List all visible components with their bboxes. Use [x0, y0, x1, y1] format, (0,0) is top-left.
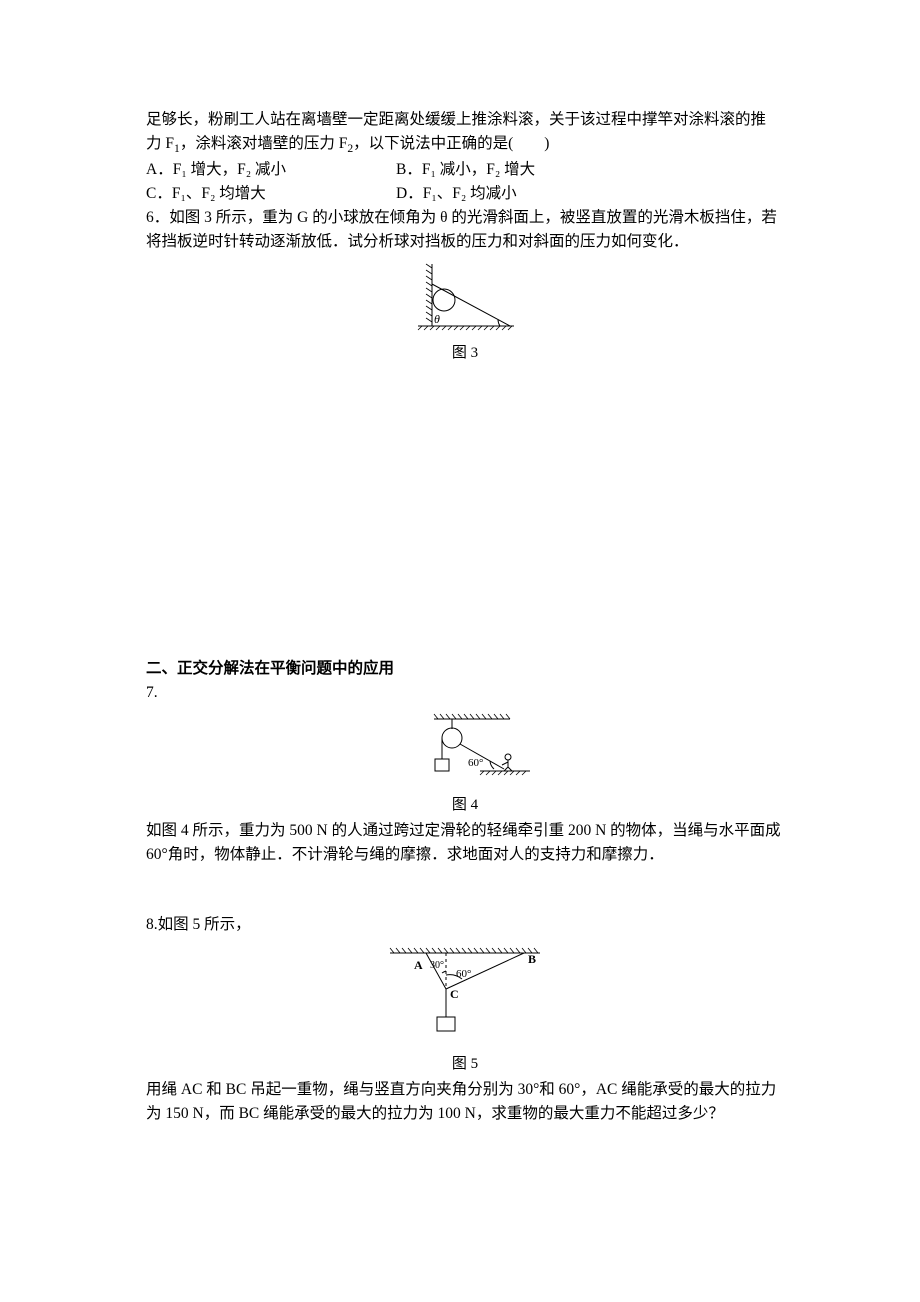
- svg-text:θ: θ: [434, 312, 440, 326]
- q5-opt-c: C．F₁、F₂ 均增大: [146, 182, 396, 206]
- q7-line2: 60°角时，物体静止．不计滑轮与绳的摩擦．求地面对人的支持力和摩擦力．: [146, 843, 784, 867]
- q6-figure: θ 图 3: [146, 260, 784, 365]
- svg-text:60°: 60°: [456, 968, 471, 980]
- q6-line1: 6．如图 3 所示，重为 G 的小球放在倾角为 θ 的光滑斜面上，被竖直放置的光…: [146, 206, 784, 230]
- q5-options-row1: A．F₁ 增大，F₂ 减小 B．F₁ 减小，F₂ 增大: [146, 158, 784, 182]
- q8-figure: A B C 30° 60° 图 5: [146, 943, 784, 1076]
- spacer-3: [146, 901, 784, 913]
- q7-text: 如图 4 所示，重力为 500 N 的人通过跨过定滑轮的轻绳牵引重 200 N …: [146, 819, 784, 867]
- svg-text:B: B: [528, 952, 536, 966]
- q8-line2: 为 150 N，而 BC 绳能承受的最大的拉力为 100 N，求重物的最大重力不…: [146, 1102, 784, 1126]
- svg-text:C: C: [450, 987, 459, 1001]
- q5-text: 足够长，粉刷工人站在离墙壁一定距离处缓缓上推涂料滚，关于该过程中撑竿对涂料滚的推…: [146, 108, 784, 158]
- fig5-caption: 图 5: [146, 1053, 784, 1076]
- section2-heading: 二、正交分解法在平衡问题中的应用: [146, 657, 784, 681]
- fig4-svg: 60°: [390, 711, 540, 783]
- q5-opt-d: D．F₁、F₂ 均减小: [396, 182, 696, 206]
- svg-text:60°: 60°: [468, 757, 483, 769]
- fig3-svg: θ: [410, 260, 520, 332]
- q7-line1: 如图 4 所示，重力为 500 N 的人通过跨过定滑轮的轻绳牵引重 200 N …: [146, 819, 784, 843]
- q8-line1: 用绳 AC 和 BC 吊起一重物，绳与竖直方向夹角分别为 30°和 60°，AC…: [146, 1078, 784, 1102]
- fig4-caption: 图 4: [146, 794, 784, 817]
- fig3-caption: 图 3: [146, 342, 784, 365]
- q7-figure: 60° 图 4: [146, 711, 784, 816]
- q6-line2: 将挡板逆时针转动逐渐放低．试分析球对挡板的压力和对斜面的压力如何变化．: [146, 230, 784, 254]
- q8-num: 8.如图 5 所示，: [146, 913, 784, 937]
- svg-text:30°: 30°: [430, 960, 444, 971]
- svg-text:A: A: [414, 958, 423, 972]
- q5-options-row2: C．F₁、F₂ 均增大 D．F₁、F₂ 均减小: [146, 182, 784, 206]
- spacer-1: [146, 367, 784, 657]
- q7-num: 7.: [146, 681, 784, 705]
- exam-page: 足够长，粉刷工人站在离墙壁一定距离处缓缓上推涂料滚，关于该过程中撑竿对涂料滚的推…: [0, 0, 920, 1246]
- q5-line2: 力 F1，涂料滚对墙壁的压力 F2，以下说法中正确的是( ): [146, 132, 784, 158]
- spacer-2: [146, 867, 784, 901]
- fig5-svg: A B C 30° 60°: [370, 943, 560, 1043]
- q6-text: 6．如图 3 所示，重为 G 的小球放在倾角为 θ 的光滑斜面上，被竖直放置的光…: [146, 206, 784, 254]
- q8-text: 用绳 AC 和 BC 吊起一重物，绳与竖直方向夹角分别为 30°和 60°，AC…: [146, 1078, 784, 1126]
- q5-opt-a: A．F₁ 增大，F₂ 减小: [146, 158, 396, 182]
- q5-line1: 足够长，粉刷工人站在离墙壁一定距离处缓缓上推涂料滚，关于该过程中撑竿对涂料滚的推: [146, 108, 784, 132]
- q5-opt-b: B．F₁ 减小，F₂ 增大: [396, 158, 696, 182]
